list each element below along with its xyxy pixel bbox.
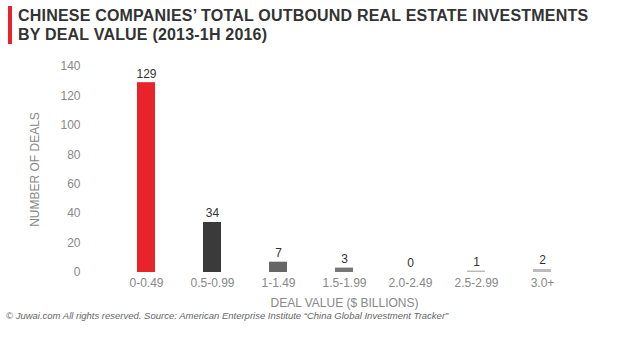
svg-text:60: 60 bbox=[67, 177, 81, 191]
svg-text:2: 2 bbox=[539, 253, 546, 267]
svg-text:100: 100 bbox=[60, 118, 80, 132]
svg-text:80: 80 bbox=[67, 148, 81, 162]
svg-text:NUMBER OF DEALS: NUMBER OF DEALS bbox=[28, 112, 42, 227]
svg-text:0.5-0.99: 0.5-0.99 bbox=[190, 276, 234, 290]
svg-text:3.0+: 3.0+ bbox=[531, 276, 555, 290]
html-text:CHINESE COMPANIES’ TOTAL OUTBO: CHINESE COMPANIES’ TOTAL OUTBOUND REAL E… bbox=[18, 7, 589, 43]
svg-text:140: 140 bbox=[60, 59, 80, 73]
svg-text:129: 129 bbox=[136, 67, 156, 81]
svg-text:2.0-2.49: 2.0-2.49 bbox=[388, 276, 432, 290]
html-text:© Juwai.com All rights reserve: © Juwai.com All rights reserved. Source:… bbox=[6, 310, 449, 321]
svg-text:120: 120 bbox=[60, 89, 80, 103]
svg-text:40: 40 bbox=[67, 206, 81, 220]
svg-text:1: 1 bbox=[473, 255, 480, 269]
svg-text:DEAL VALUE ($ BILLIONS): DEAL VALUE ($ BILLIONS) bbox=[270, 296, 418, 310]
svg-text:7: 7 bbox=[275, 246, 282, 260]
svg-text:1-1.49: 1-1.49 bbox=[261, 276, 295, 290]
svg-text:0-0.49: 0-0.49 bbox=[129, 276, 163, 290]
svg-text:1.5-1.99: 1.5-1.99 bbox=[322, 276, 366, 290]
svg-text:20: 20 bbox=[67, 236, 81, 250]
svg-text:3: 3 bbox=[341, 252, 348, 266]
svg-text:34: 34 bbox=[206, 206, 220, 220]
svg-text:0: 0 bbox=[407, 256, 414, 270]
svg-text:0: 0 bbox=[74, 265, 81, 279]
svg-text:2.5-2.99: 2.5-2.99 bbox=[454, 276, 498, 290]
